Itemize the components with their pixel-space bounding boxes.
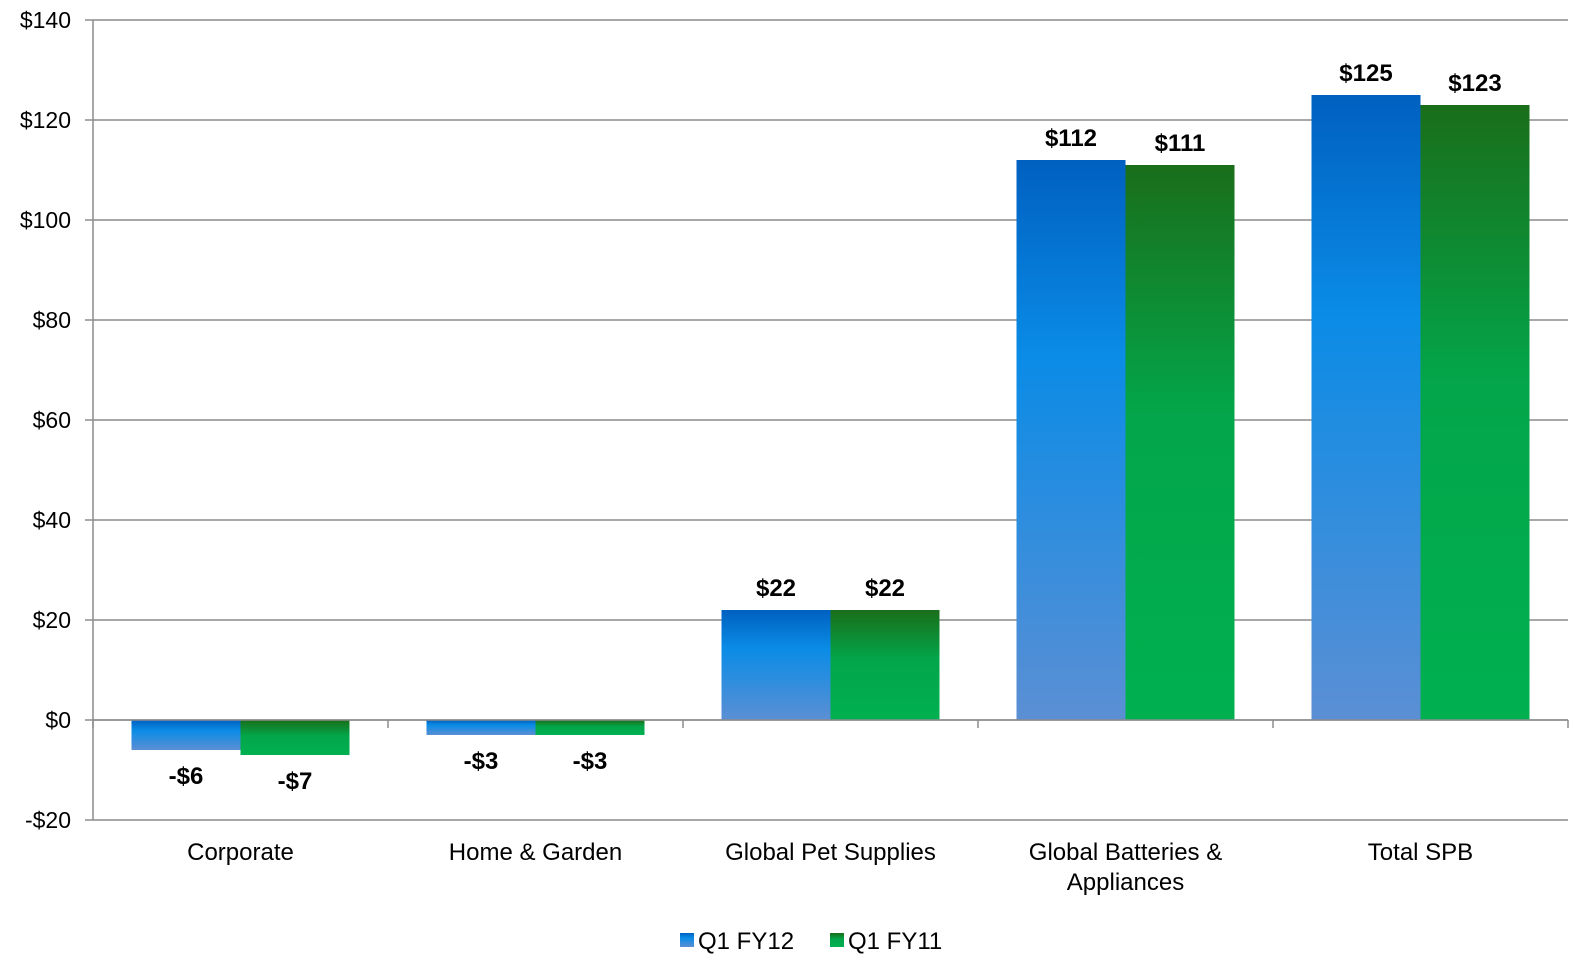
- x-axis: Corporate Home & Garden Global Pet Supplie…: [92, 719, 1569, 896]
- bar-q1-fy12: [426, 720, 536, 735]
- data-label: -$6: [169, 763, 204, 790]
- bar-q1-fy12: [1016, 160, 1126, 720]
- bar-q1-fy12: [1311, 95, 1421, 720]
- legend-label: Q1 FY12: [698, 928, 794, 955]
- bar-q1-fy12: [721, 610, 831, 720]
- y-tick-label: $140: [20, 7, 71, 33]
- y-tick-label: $0: [45, 707, 71, 733]
- bar-q1-fy11: [240, 720, 350, 755]
- bar-q1-fy11: [1420, 105, 1530, 720]
- bars: [131, 95, 1530, 755]
- y-tick-label: $60: [33, 407, 71, 433]
- category-label: Total SPB: [1368, 839, 1473, 866]
- y-tick-label: $100: [20, 207, 71, 233]
- legend-item-q1-fy11[interactable]: Q1 FY11: [830, 928, 942, 955]
- bar-q1-fy11: [830, 610, 940, 720]
- category-label: Global Pet Supplies: [725, 839, 936, 866]
- bar-q1-fy12: [131, 720, 241, 750]
- legend-label: Q1 FY11: [848, 928, 942, 955]
- data-label: $22: [865, 575, 905, 602]
- category-label: Global Batteries & Appliances: [1029, 839, 1222, 896]
- y-axis: -$20 $0 $20 $40 $60 $80 $100 $120 $140: [20, 7, 94, 833]
- legend[interactable]: Q1 FY12 Q1 FY11: [680, 928, 942, 955]
- data-labels: -$6 -$3 $22 $112 $125 -$7 -$3 $22 $111 $123: [169, 60, 1502, 795]
- category-label: Corporate: [187, 839, 294, 866]
- y-tick-label: $20: [33, 607, 71, 633]
- category-label: Home & Garden: [449, 839, 622, 866]
- data-label: $125: [1339, 60, 1392, 87]
- data-label: -$7: [278, 768, 313, 795]
- data-label: $111: [1155, 130, 1206, 157]
- data-label: $123: [1448, 70, 1501, 97]
- legend-item-q1-fy12[interactable]: Q1 FY12: [680, 928, 794, 955]
- y-tick-label: $40: [33, 507, 71, 533]
- data-label: $22: [756, 575, 796, 602]
- y-tick-label: -$20: [25, 807, 71, 833]
- data-label: $112: [1045, 125, 1097, 152]
- data-label: -$3: [464, 748, 499, 775]
- y-tick-label: $120: [20, 107, 71, 133]
- data-label: -$3: [573, 748, 608, 775]
- legend-swatch: [830, 933, 844, 947]
- legend-swatch: [680, 933, 694, 947]
- y-tick-label: $80: [33, 307, 71, 333]
- bar-q1-fy11: [1125, 165, 1235, 720]
- bar-q1-fy11: [535, 720, 645, 735]
